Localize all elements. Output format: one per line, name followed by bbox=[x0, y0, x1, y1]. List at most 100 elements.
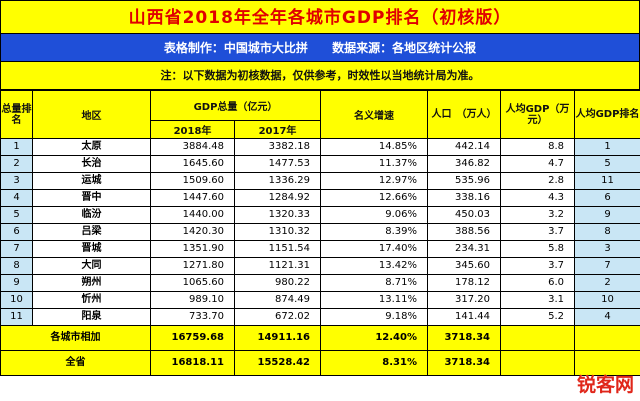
per-capita-cell: 3.7 bbox=[500, 257, 575, 275]
growth-cell: 8.71% bbox=[320, 274, 428, 292]
rank-cell: 6 bbox=[0, 223, 33, 241]
gdp-2018-cell: 1509.60 bbox=[150, 172, 235, 190]
region-cell: 大同 bbox=[32, 257, 151, 275]
table-row: 1 太原 3884.48 3382.18 14.85% 442.14 8.8 1 bbox=[0, 138, 640, 156]
region-cell: 朔州 bbox=[32, 274, 151, 292]
gdp-2018-cell: 733.70 bbox=[150, 308, 235, 326]
growth-cell: 9.06% bbox=[320, 206, 428, 224]
region-cell: 太原 bbox=[32, 138, 151, 156]
gdp-2017-cell: 1284.92 bbox=[234, 189, 321, 207]
population-cell: 141.44 bbox=[427, 308, 501, 326]
gdp-2017-cell: 1121.31 bbox=[234, 257, 321, 275]
per-capita-cell: 6.0 bbox=[500, 274, 575, 292]
per-capita-rank-cell: 11 bbox=[574, 172, 640, 190]
header-gdp-total: GDP总量（亿元） bbox=[150, 90, 321, 121]
table-row: 4 晋中 1447.60 1284.92 12.66% 338.16 4.3 6 bbox=[0, 189, 640, 207]
table-title: 山西省2018年全年各城市GDP排名（初核版） bbox=[0, 0, 640, 34]
growth-cell: 12.66% bbox=[320, 189, 428, 207]
region-cell: 忻州 bbox=[32, 291, 151, 309]
table-row: 10 忻州 989.10 874.49 13.11% 317.20 3.1 10 bbox=[0, 291, 640, 309]
total-growth: 12.40% bbox=[320, 325, 428, 351]
rank-cell: 1 bbox=[0, 138, 33, 156]
growth-cell: 14.85% bbox=[320, 138, 428, 156]
rank-cell: 5 bbox=[0, 206, 33, 224]
header-region: 地区 bbox=[32, 90, 151, 139]
total-gdp-2018: 16759.68 bbox=[150, 325, 235, 351]
growth-cell: 8.39% bbox=[320, 223, 428, 241]
population-cell: 317.20 bbox=[427, 291, 501, 309]
total-population: 3718.34 bbox=[427, 350, 501, 376]
gdp-2018-cell: 1065.60 bbox=[150, 274, 235, 292]
growth-cell: 17.40% bbox=[320, 240, 428, 258]
gdp-2018-cell: 1271.80 bbox=[150, 257, 235, 275]
gdp-2017-cell: 1477.53 bbox=[234, 155, 321, 173]
per-capita-cell: 2.8 bbox=[500, 172, 575, 190]
gdp-2017-cell: 672.02 bbox=[234, 308, 321, 326]
rank-cell: 3 bbox=[0, 172, 33, 190]
gdp-2017-cell: 980.22 bbox=[234, 274, 321, 292]
per-capita-rank-cell: 8 bbox=[574, 223, 640, 241]
growth-cell: 13.42% bbox=[320, 257, 428, 275]
rank-cell: 7 bbox=[0, 240, 33, 258]
gdp-2017-cell: 874.49 bbox=[234, 291, 321, 309]
growth-cell: 11.37% bbox=[320, 155, 428, 173]
table-row: 6 吕梁 1420.30 1310.32 8.39% 388.56 3.7 8 bbox=[0, 223, 640, 241]
gdp-2017-cell: 1336.29 bbox=[234, 172, 321, 190]
population-cell: 234.31 bbox=[427, 240, 501, 258]
population-cell: 388.56 bbox=[427, 223, 501, 241]
population-cell: 338.16 bbox=[427, 189, 501, 207]
per-capita-rank-cell: 1 bbox=[574, 138, 640, 156]
region-cell: 运城 bbox=[32, 172, 151, 190]
growth-cell: 12.97% bbox=[320, 172, 428, 190]
table-row: 7 晋城 1351.90 1151.54 17.40% 234.31 5.8 3 bbox=[0, 240, 640, 258]
population-cell: 345.60 bbox=[427, 257, 501, 275]
gdp-table: 总量排名 地区 GDP总量（亿元） 名义增速 人口 （万人） 人均GDP（万元）… bbox=[0, 90, 640, 376]
gdp-2017-cell: 3382.18 bbox=[234, 138, 321, 156]
total-label: 全省 bbox=[0, 350, 151, 376]
per-capita-rank-cell: 2 bbox=[574, 274, 640, 292]
disclaimer-note: 注：以下数据为初核数据，仅供参考，时效性以当地统计局为准。 bbox=[0, 62, 640, 90]
per-capita-rank-cell: 9 bbox=[574, 206, 640, 224]
population-cell: 178.12 bbox=[427, 274, 501, 292]
per-capita-cell: 5.8 bbox=[500, 240, 575, 258]
header-per-capita: 人均GDP（万元） bbox=[500, 90, 575, 139]
per-capita-rank-cell: 7 bbox=[574, 257, 640, 275]
gdp-2017-cell: 1151.54 bbox=[234, 240, 321, 258]
header-2018: 2018年 bbox=[150, 120, 235, 139]
per-capita-cell: 4.3 bbox=[500, 189, 575, 207]
per-capita-rank-cell: 6 bbox=[574, 189, 640, 207]
table-row: 2 长治 1645.60 1477.53 11.37% 346.82 4.7 5 bbox=[0, 155, 640, 173]
per-capita-cell: 5.2 bbox=[500, 308, 575, 326]
total-gdp-2017: 14911.16 bbox=[234, 325, 321, 351]
gdp-2018-cell: 3884.48 bbox=[150, 138, 235, 156]
table-body: 1 太原 3884.48 3382.18 14.85% 442.14 8.8 1 2 长治 1645… bbox=[0, 138, 640, 326]
region-cell: 临汾 bbox=[32, 206, 151, 224]
rank-cell: 9 bbox=[0, 274, 33, 292]
gdp-2018-cell: 1447.60 bbox=[150, 189, 235, 207]
total-gdp-2017: 15528.42 bbox=[234, 350, 321, 376]
table-row: 9 朔州 1065.60 980.22 8.71% 178.12 6.0 2 bbox=[0, 274, 640, 292]
gdp-2017-cell: 1320.33 bbox=[234, 206, 321, 224]
gdp-2018-cell: 989.10 bbox=[150, 291, 235, 309]
rank-cell: 2 bbox=[0, 155, 33, 173]
growth-cell: 9.18% bbox=[320, 308, 428, 326]
region-cell: 阳泉 bbox=[32, 308, 151, 326]
table-row: 11 阳泉 733.70 672.02 9.18% 141.44 5.2 4 bbox=[0, 308, 640, 326]
table-row: 5 临汾 1440.00 1320.33 9.06% 450.03 3.2 9 bbox=[0, 206, 640, 224]
table-row: 8 大同 1271.80 1121.31 13.42% 345.60 3.7 7 bbox=[0, 257, 640, 275]
per-capita-cell: 4.7 bbox=[500, 155, 575, 173]
total-per-capita-rank-empty bbox=[574, 325, 640, 351]
header-population: 人口 （万人） bbox=[427, 90, 501, 139]
per-capita-cell: 3.2 bbox=[500, 206, 575, 224]
population-cell: 535.96 bbox=[427, 172, 501, 190]
region-cell: 长治 bbox=[32, 155, 151, 173]
total-population: 3718.34 bbox=[427, 325, 501, 351]
per-capita-rank-cell: 5 bbox=[574, 155, 640, 173]
total-per-capita-empty bbox=[500, 350, 575, 376]
region-cell: 吕梁 bbox=[32, 223, 151, 241]
rank-cell: 10 bbox=[0, 291, 33, 309]
gdp-2018-cell: 1420.30 bbox=[150, 223, 235, 241]
table-row: 3 运城 1509.60 1336.29 12.97% 535.96 2.8 11 bbox=[0, 172, 640, 190]
population-cell: 346.82 bbox=[427, 155, 501, 173]
